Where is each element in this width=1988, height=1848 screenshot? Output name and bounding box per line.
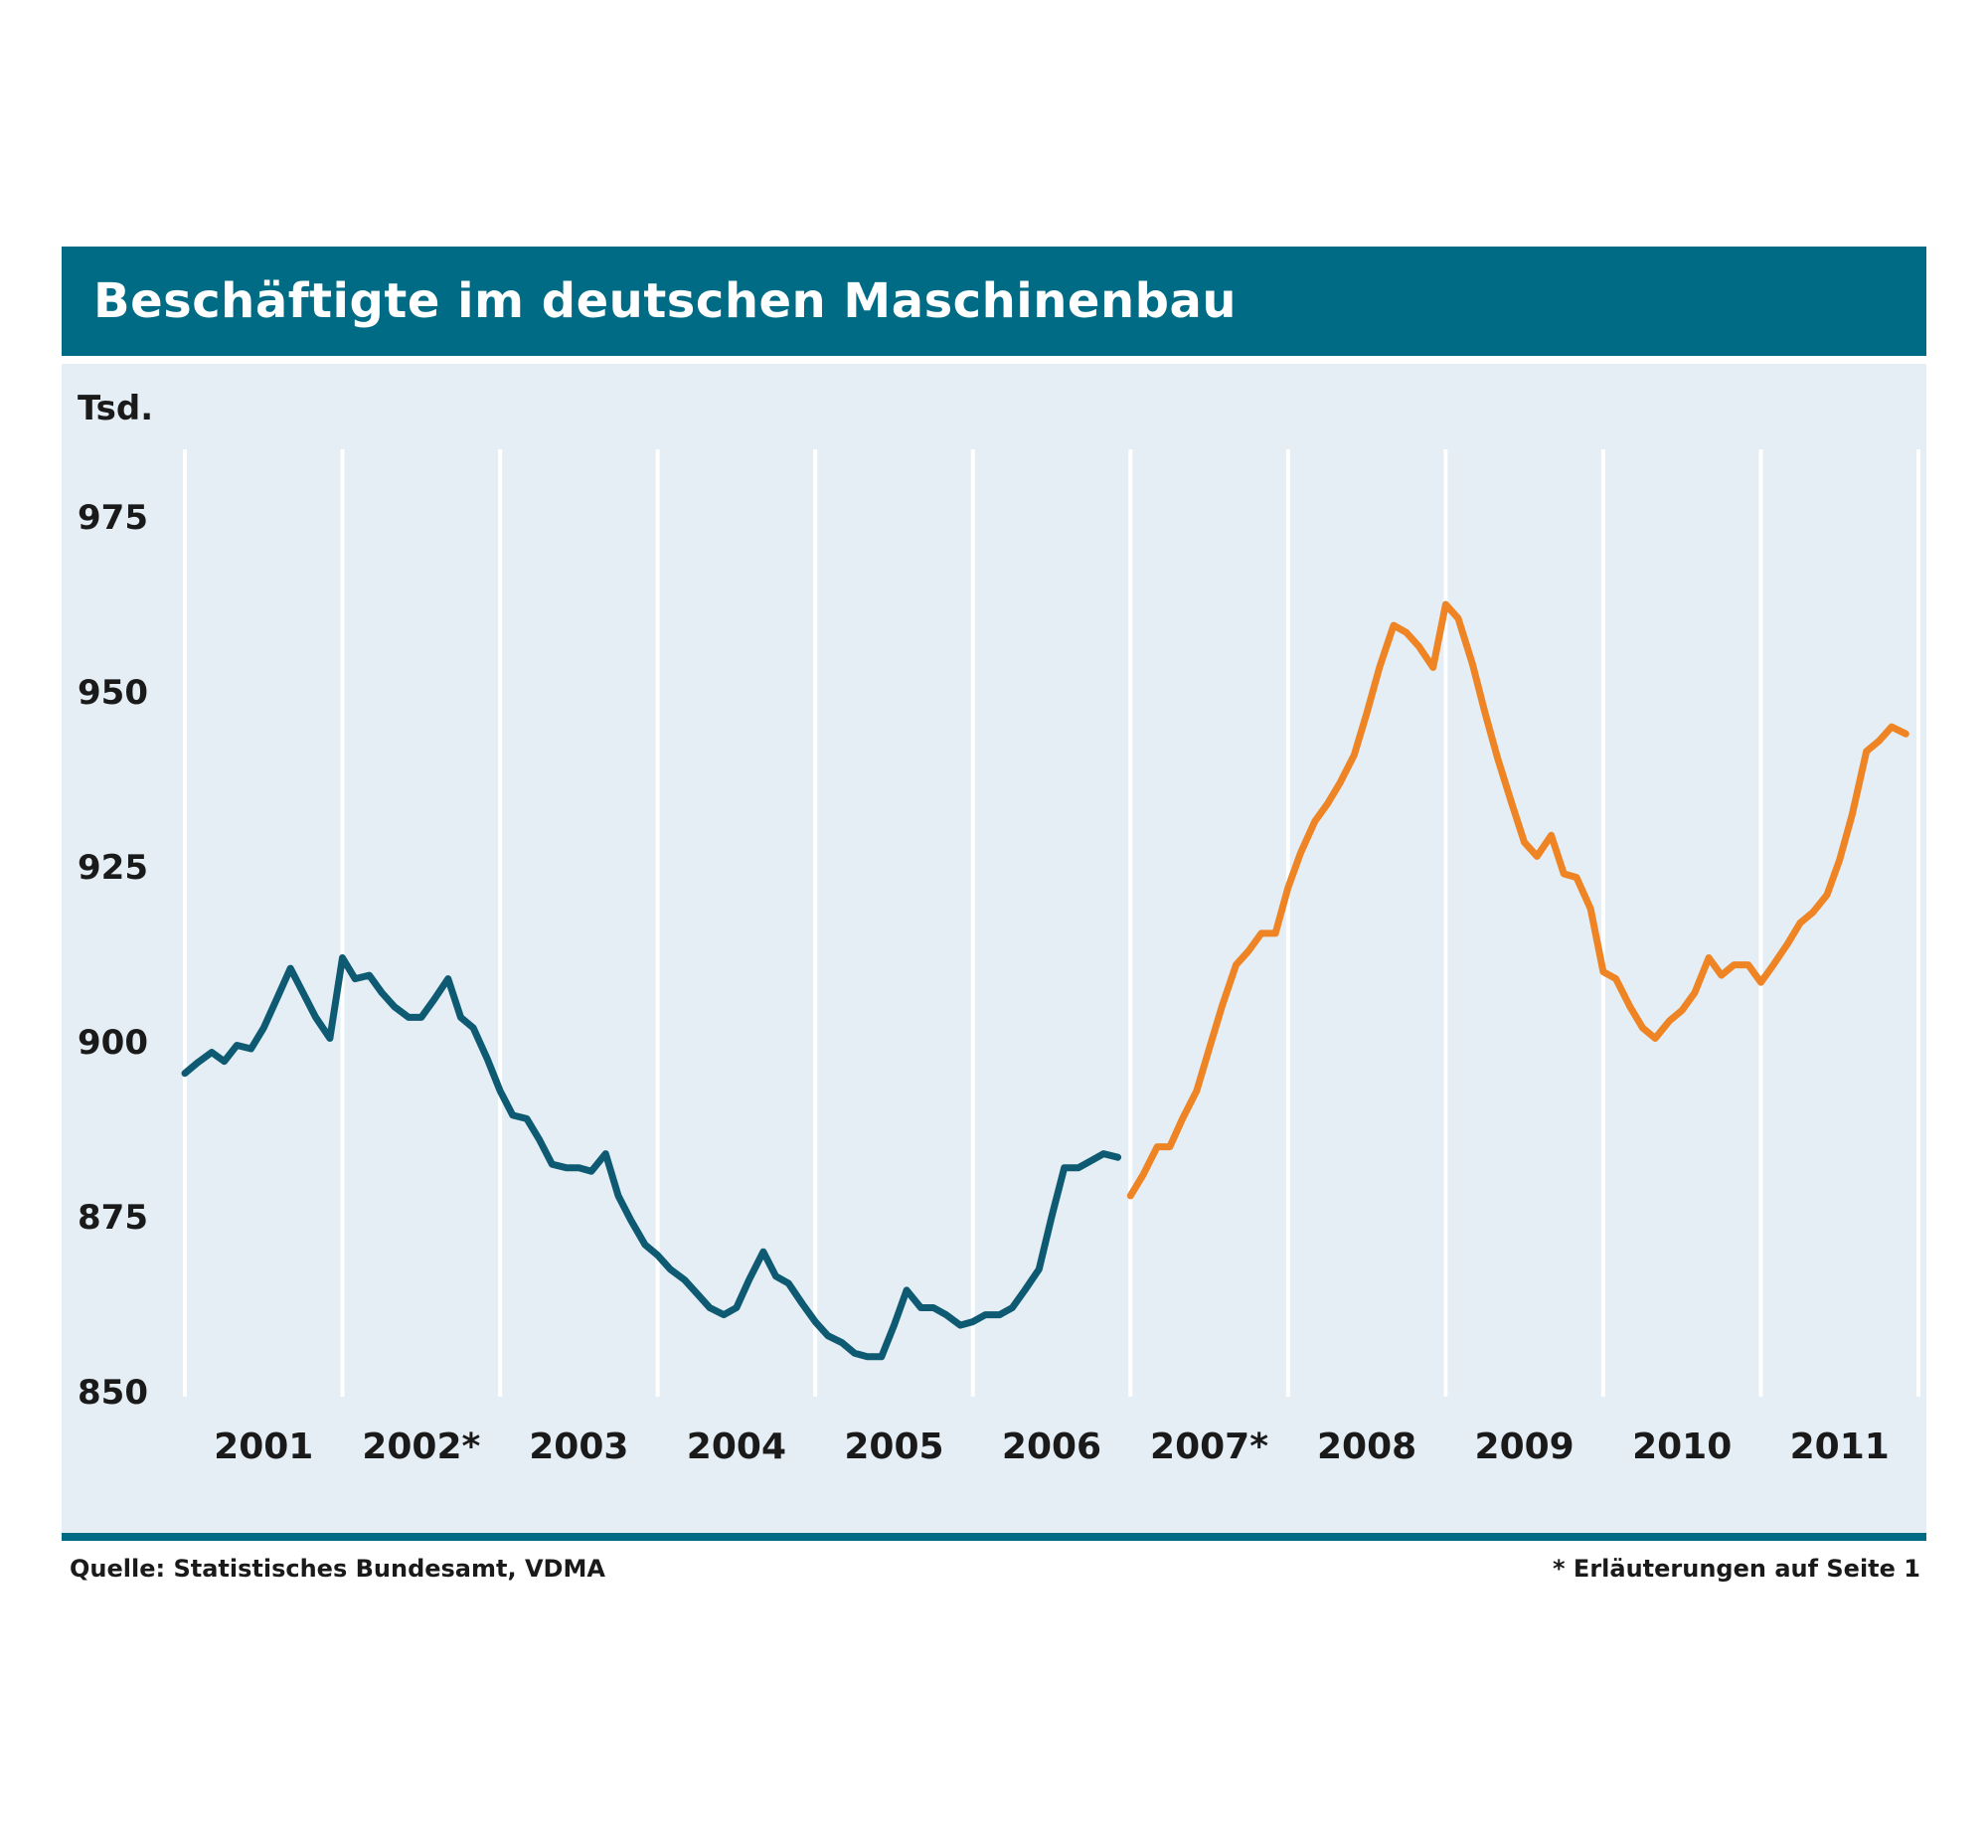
axis-layer: Tsd. 850 875 900 925 950 975 2001 2002* 2003 2004… — [78, 389, 1890, 1467]
plot-panel — [62, 364, 1926, 1533]
x-tick-label: 2007* — [1150, 1427, 1268, 1467]
y-tick-label: 950 — [78, 673, 148, 713]
series-line-2 — [1126, 600, 1909, 1200]
source-note: Quelle: Statistisches Bundesamt, VDMA — [70, 1555, 605, 1583]
x-tick-label: 2011 — [1790, 1427, 1890, 1467]
series-layer — [181, 600, 1909, 1361]
bottom-rule — [62, 1533, 1926, 1541]
y-tick-label: 975 — [78, 498, 148, 538]
x-tick-label: 2001 — [214, 1427, 313, 1467]
x-tick-label: 2003 — [529, 1427, 628, 1467]
y-tick-label: 900 — [78, 1023, 148, 1063]
footnote: * Erläuterungen auf Seite 1 — [1553, 1555, 1920, 1583]
title-bar: Beschäftigte im deutschen Maschinenbau — [62, 247, 1926, 356]
x-tick-label: 2009 — [1475, 1427, 1574, 1467]
y-tick-label: 875 — [78, 1198, 148, 1238]
y-axis-unit: Tsd. — [78, 389, 153, 428]
x-tick-label: 2004 — [687, 1427, 786, 1467]
x-tick-label: 2006 — [1002, 1427, 1101, 1467]
grid-layer — [183, 449, 1920, 1397]
x-tick-label: 2010 — [1632, 1427, 1732, 1467]
series-line-1 — [181, 954, 1122, 1361]
y-tick-label: 925 — [78, 848, 148, 888]
x-tick-label: 2002* — [362, 1427, 480, 1467]
x-tick-label: 2005 — [844, 1427, 943, 1467]
chart-title: Beschäftigte im deutschen Maschinenbau — [93, 273, 1238, 329]
x-tick-label: 2008 — [1317, 1427, 1416, 1467]
y-tick-label: 850 — [78, 1373, 148, 1413]
